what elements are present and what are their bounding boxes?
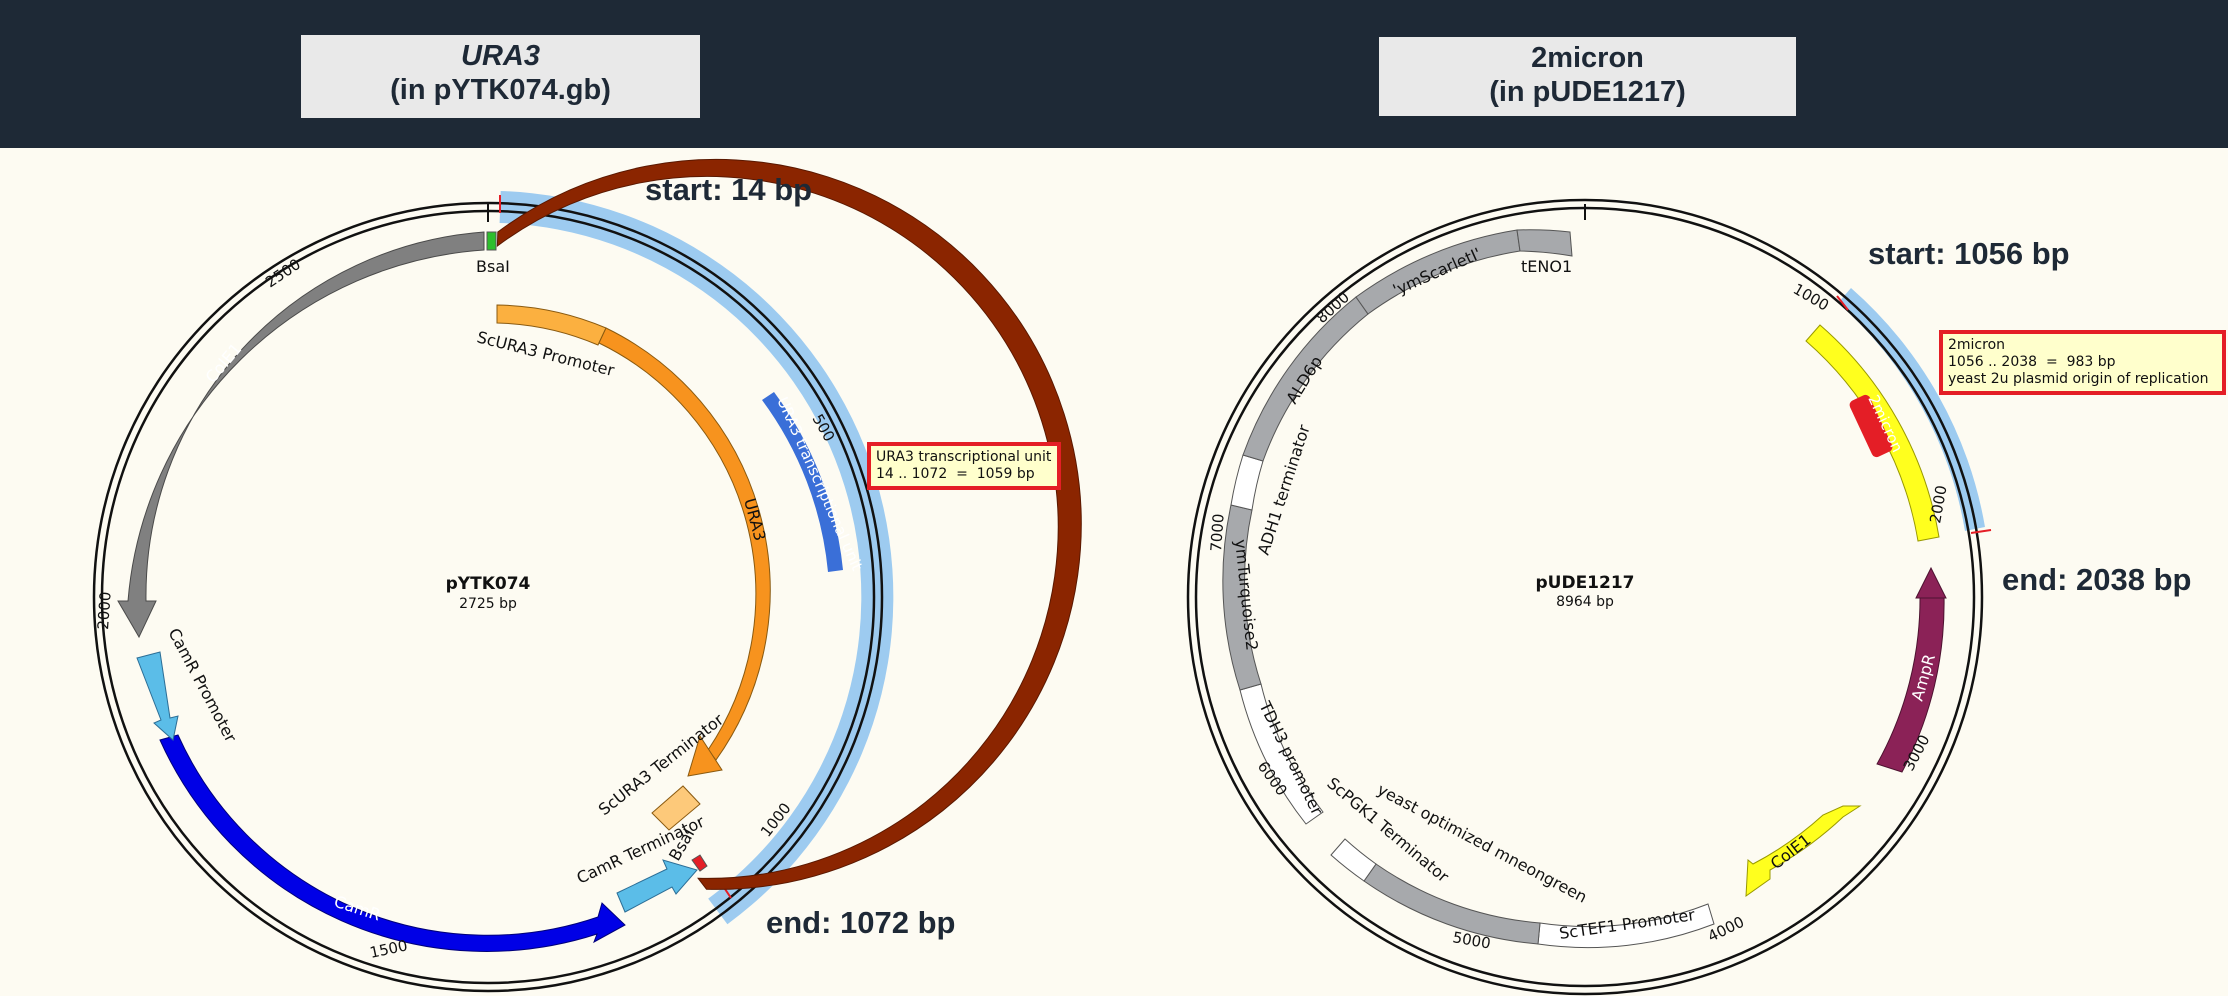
- right-plasmid-length: 8964 bp: [1556, 594, 1614, 610]
- right-plasmid-map: 2micron AmpR ColE1 ScTEF1 Promoter yeast…: [1186, 198, 2192, 996]
- left-plasmid-length: 2725 bp: [459, 596, 517, 612]
- left-title-box: URA3 (in pYTK074.gb): [301, 35, 700, 118]
- left-plasmid-name: pYTK074: [446, 574, 531, 594]
- left-title-source: (in pYTK074.gb): [390, 74, 611, 106]
- right-ald6p-arc[interactable]: [1242, 296, 1369, 462]
- right-title-box: 2micron (in pUDE1217): [1379, 37, 1796, 116]
- left-plasmid-map: BsaI URA3 transcriptional unit ScURA3 Pr…: [92, 158, 1082, 993]
- right-tooltip-name: 2micron: [1948, 337, 2006, 353]
- right-turquoise-arc[interactable]: [1222, 504, 1262, 691]
- left-terminator-box[interactable]: [651, 785, 701, 831]
- right-2micron-label-box: [1849, 394, 1893, 458]
- right-start-label: start: 1056 bp: [1868, 236, 2070, 271]
- right-title-gene: 2micron: [1531, 42, 1644, 74]
- left-ura3-label: URA3: [740, 496, 770, 543]
- left-camr-promoter-arrow[interactable]: [136, 651, 179, 741]
- right-feature-tooltip: 2micron 1056 .. 2038 = 983 bp yeast 2u p…: [1939, 330, 2226, 395]
- right-tick-1000: 1000: [1790, 280, 1832, 315]
- right-teno1-arc[interactable]: [1516, 229, 1573, 257]
- right-selection-highlight[interactable]: [1838, 288, 1985, 531]
- left-selection-highlight[interactable]: [499, 191, 894, 925]
- right-pgk1-terminator-box[interactable]: [1330, 838, 1377, 882]
- right-tick-7000: 7000: [1207, 513, 1228, 552]
- right-tick-2000: 2000: [1926, 484, 1950, 525]
- right-tooltip-range: 1056 .. 2038 = 983 bp: [1948, 354, 2116, 370]
- left-feature-tooltip: URA3 transcriptional unit 14 .. 1072 = 1…: [867, 442, 1061, 490]
- right-end-marker: [1970, 529, 1992, 534]
- right-mneongreen-arc[interactable]: [1363, 863, 1541, 945]
- right-end-label: end: 2038 bp: [2002, 562, 2192, 597]
- left-tick-2000: 2000: [94, 591, 115, 630]
- right-backbone-outer: [1186, 198, 1984, 996]
- left-tick-1500: 1500: [368, 936, 409, 962]
- right-start-marker: [1836, 295, 1849, 311]
- left-camr-arc[interactable]: [159, 734, 626, 952]
- left-ura3-arc[interactable]: [598, 327, 771, 761]
- left-bsai-top-marker[interactable]: [486, 231, 497, 251]
- left-title-gene: URA3: [461, 40, 540, 72]
- left-ura3-tu-arc[interactable]: [496, 158, 1082, 890]
- left-tooltip-name: URA3 transcriptional unit: [876, 449, 1052, 465]
- right-2micron-arc[interactable]: [1805, 324, 1940, 542]
- left-end-label: end: 1072 bp: [766, 905, 956, 940]
- right-tef1-promoter-box[interactable]: [1537, 903, 1715, 949]
- left-bsai-top-label: BsaI: [476, 257, 510, 276]
- right-plasmid-name: pUDE1217: [1535, 573, 1634, 593]
- right-ampr-arrowhead: [1915, 566, 1947, 599]
- left-ura3-arrowhead: [687, 734, 723, 777]
- left-camr-terminator-arrow[interactable]: [616, 859, 698, 913]
- left-cole1-arc[interactable]: [117, 231, 485, 639]
- right-title-source: (in pUDE1217): [1489, 76, 1686, 108]
- right-teno1-label: tENO1: [1521, 257, 1572, 276]
- left-cole1-label: ColE1: [202, 339, 246, 386]
- left-ura3-tu-label-band: [762, 392, 843, 572]
- left-tooltip-range: 14 .. 1072 = 1059 bp: [876, 466, 1035, 482]
- right-cole1-arrow[interactable]: [1745, 805, 1862, 898]
- right-ampr-arrow[interactable]: [1876, 594, 1945, 773]
- right-adh1-terminator-box[interactable]: [1230, 454, 1264, 511]
- right-cole1-label: ColE1: [1767, 830, 1815, 873]
- right-tdh3-promoter-box[interactable]: [1239, 683, 1324, 825]
- left-bsai-bottom-marker[interactable]: [691, 854, 708, 872]
- left-promoter-arc[interactable]: [496, 304, 607, 346]
- right-scarlet-arc[interactable]: [1355, 229, 1521, 315]
- left-start-label: start: 14 bp: [645, 172, 812, 207]
- right-tooltip-description: yeast 2u plasmid origin of replication: [1948, 371, 2209, 387]
